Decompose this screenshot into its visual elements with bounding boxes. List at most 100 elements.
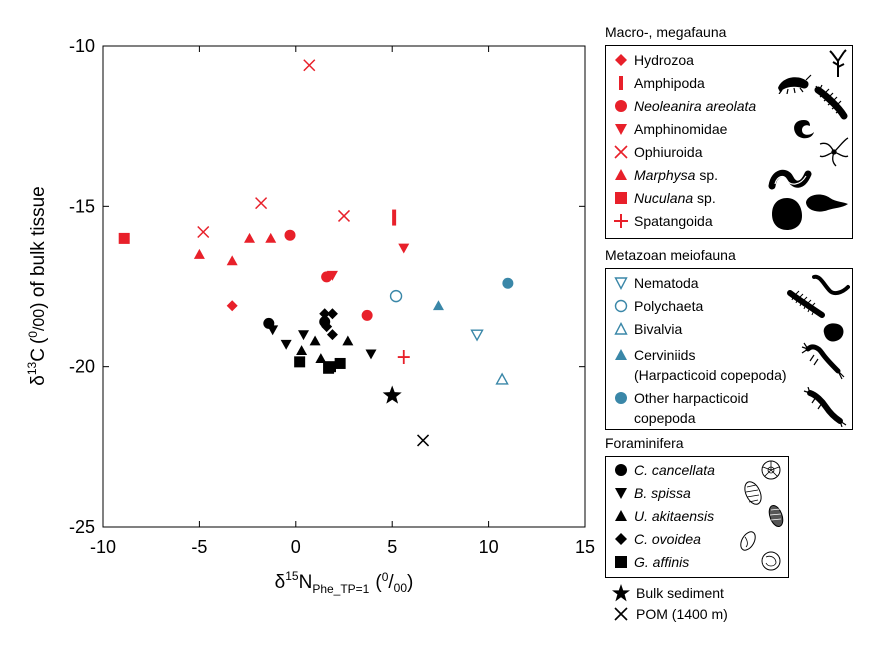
nuculana-silhouette-icon <box>806 194 848 212</box>
y-label-unit-open: ( <box>28 337 49 344</box>
point-marphysa-sp <box>193 248 205 259</box>
point-pom-1400-m <box>417 434 430 447</box>
point-b-spissa <box>298 330 310 341</box>
point-c-ovoidea <box>321 321 333 333</box>
legend-label-b-spissa: B. spissa <box>634 485 691 501</box>
legend-marker-neoleanira <box>615 100 627 112</box>
legend-item-c-cancellata: C. cancellata <box>614 460 715 480</box>
legend-label-cerviniids: Cerviniids <box>634 347 696 363</box>
foram-spissa-icon <box>744 481 762 505</box>
legend-item-ophiuroida: Ophiuroida <box>614 142 703 162</box>
y-label-sup: 13 <box>25 361 39 375</box>
data-points <box>118 59 514 447</box>
y-axis-ticks: -10 -15 -20 -25 <box>69 36 585 537</box>
legend-label-nuculana-genus: Nuculana <box>634 190 694 206</box>
legend-marker-nematoda <box>614 277 628 290</box>
legend-item-amphinomidae: Amphinomidae <box>614 119 727 139</box>
y-label-unit-den: /00 <box>31 309 48 331</box>
point-c-ovoidea <box>326 329 338 341</box>
legend-label-neoleanira: Neoleanira areolata <box>634 98 757 114</box>
legend-label-nuculana: Nuculana sp. <box>634 190 716 206</box>
point-nuculana-sp <box>118 232 130 244</box>
legend-marker-spatangoida <box>614 214 628 228</box>
legend-label-cerviniids-line2: (Harpacticoid copepoda) <box>634 367 787 383</box>
point-g-affinis <box>334 357 346 369</box>
x-label-unit-den: / <box>388 572 394 593</box>
point-ophiuroida <box>303 59 316 72</box>
x-label-sub: Phe_TP=1 <box>312 582 369 596</box>
cerviniid-silhouette-icon <box>801 342 845 380</box>
legend-label-u-akitaensis: U. akitaensis <box>634 508 715 524</box>
point-spatangoida <box>397 350 410 365</box>
legend-marker-u-akitaensis <box>615 510 627 521</box>
point-b-spissa <box>365 349 377 360</box>
legend-item-b-spissa: B. spissa <box>614 483 691 503</box>
legend-marker-b-spissa <box>615 488 627 499</box>
point-neoleanira-areolata <box>284 229 296 241</box>
legend-label-marphysa-genus: Marphysa <box>634 167 696 183</box>
macro-legend-box: Hydrozoa Amphipoda Neoleanira areolata A… <box>605 45 853 239</box>
legend-item-g-affinis: G. affinis <box>614 552 689 572</box>
point-ophiuroida <box>197 225 210 239</box>
legend-label-amphipoda: Amphipoda <box>634 75 705 91</box>
legend-marker-ophiuroida <box>614 145 628 159</box>
foram-akitaensis-icon <box>768 504 784 528</box>
x-axis-ticks: -10 -5 0 5 10 15 <box>90 46 595 557</box>
legend-label-amphinomidae: Amphinomidae <box>634 121 728 137</box>
legend-label-c-cancellata: C. cancellata <box>634 462 715 478</box>
y-label-unit-num: 0 <box>26 331 40 338</box>
point-u-akitaensis <box>315 353 327 364</box>
x-label-unit-den2: 00 <box>394 581 408 595</box>
point-marphysa-sp <box>226 255 238 266</box>
legend-marker-hydrozoa <box>615 54 627 66</box>
foram-legend-box: C. cancellata B. spissa U. akitaensis C.… <box>605 456 789 578</box>
spatangoid-silhouette-icon <box>772 198 802 230</box>
legend-item-spatangoida: Spatangoida <box>614 211 713 231</box>
legend-item-hydrozoa: Hydrozoa <box>614 50 694 70</box>
legend-label-ophiuroida: Ophiuroida <box>634 144 703 160</box>
legend-item-bulk-sediment: Bulk sediment <box>612 583 724 603</box>
foram-cancellata-icon <box>761 460 781 480</box>
point-u-akitaensis <box>296 345 308 356</box>
legend-label-other-harpacticoid: Other harpacticoid <box>634 390 749 406</box>
legend-item-polychaeta: Polychaeta <box>614 296 703 316</box>
macro-legend-title: Macro-, megafauna <box>605 24 727 40</box>
legend-marker-amphipoda <box>619 76 623 90</box>
legend-label-hydrozoa: Hydrozoa <box>634 52 694 68</box>
legend-item-marphysa: Marphysa sp. <box>614 165 718 185</box>
legend-marker-polychaeta <box>614 299 628 313</box>
amphipoda-silhouette-icon <box>778 74 812 94</box>
legend-marker-amphinomidae <box>615 124 627 135</box>
point-ophiuroida <box>255 197 268 210</box>
meio-legend-title: Metazoan meiofauna <box>605 247 736 263</box>
legend-marker-other-harpacticoid <box>615 392 627 404</box>
legend-marker-c-cancellata <box>615 464 627 476</box>
point-b-spissa <box>280 339 292 350</box>
legend-item-amphipoda: Amphipoda <box>614 73 705 93</box>
x-tick-label: 10 <box>479 537 499 557</box>
y-tick-label: -25 <box>69 517 95 537</box>
point-hydrozoa <box>226 300 238 312</box>
x-label-main: N <box>299 572 313 593</box>
point-amphipoda <box>392 209 397 226</box>
x-tick-label: 15 <box>575 537 595 557</box>
point-bulk-sediment <box>382 385 402 404</box>
legend-label-marphysa-sp: sp. <box>695 167 719 183</box>
x-tick-label: -10 <box>90 537 116 557</box>
legend-label-other-harpacticoid-line2: copepoda <box>634 410 696 426</box>
legend-label-polychaeta: Polychaeta <box>634 298 704 314</box>
legend-marker-pom <box>614 607 628 621</box>
point-cerviniids-harpacticoid-copepoda <box>432 300 444 311</box>
meio-polychaete-silhouette-icon <box>787 290 825 318</box>
y-tick-label: -20 <box>69 357 95 377</box>
legend-item-c-ovoidea: C. ovoidea <box>614 529 701 549</box>
legend-item-u-akitaensis: U. akitaensis <box>614 506 714 526</box>
legend-item-neoleanira: Neoleanira areolata <box>614 96 756 116</box>
legend-item-pom: POM (1400 m) <box>614 604 728 624</box>
point-b-spissa <box>267 325 279 336</box>
point-marphysa-sp <box>265 232 277 243</box>
harpacticoid-silhouette-icon <box>803 387 847 427</box>
foram-legend-title: Foraminifera <box>605 435 684 451</box>
x-tick-label: -5 <box>191 537 207 557</box>
x-tick-label: 0 <box>291 537 301 557</box>
